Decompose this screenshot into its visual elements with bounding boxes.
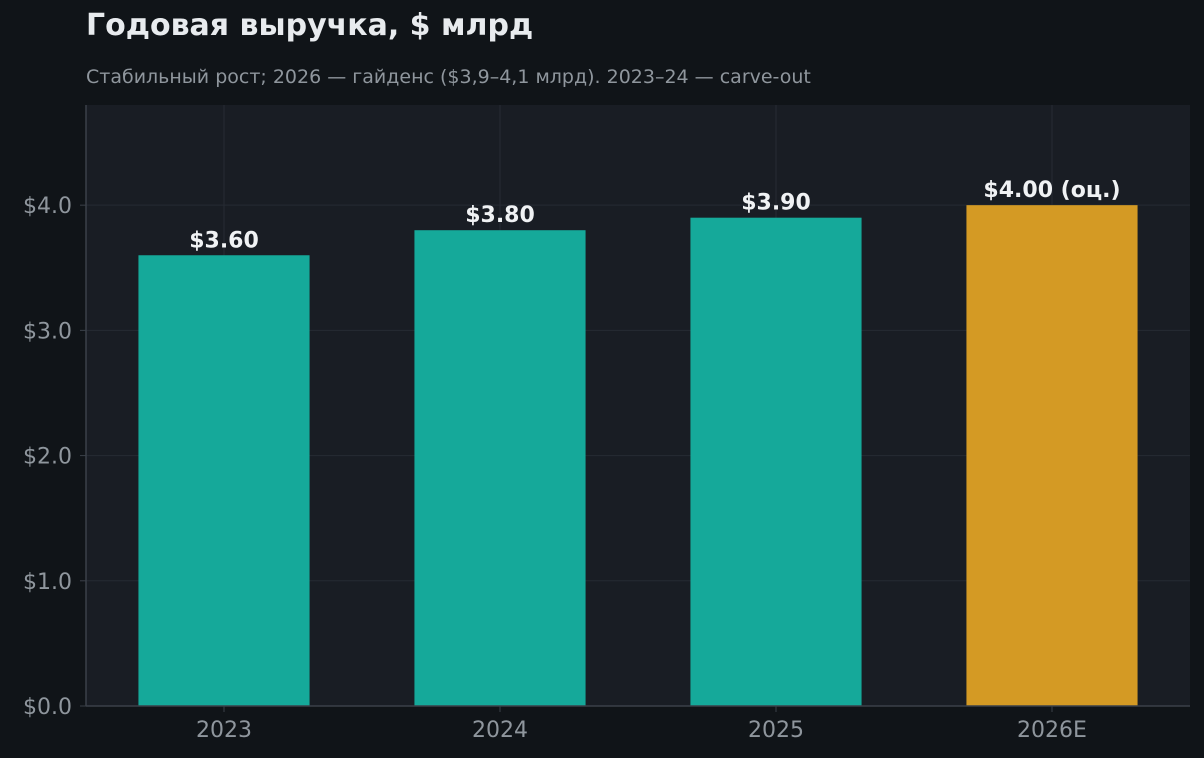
y-tick-label: $4.0: [23, 194, 72, 219]
chart-title: Годовая выручка, $ млрд: [86, 8, 534, 43]
bar: [414, 230, 586, 707]
x-tick-label: 2023: [196, 718, 252, 743]
bar-value-label: $3.60: [189, 228, 259, 253]
x-tick-label: 2024: [472, 718, 528, 743]
chart-subtitle: Стабильный рост; 2026 — гайденс ($3,9–4,…: [86, 66, 811, 88]
bar-value-label: $3.80: [465, 203, 535, 228]
x-tick-label: 2026E: [1017, 718, 1087, 743]
bar-value-label: $3.90: [741, 191, 811, 216]
bar-value-label: $4.00 (оц.): [983, 178, 1120, 203]
x-tick-label: 2025: [748, 718, 804, 743]
bar: [138, 255, 310, 706]
y-tick-label: $3.0: [23, 319, 72, 344]
bar: [690, 217, 862, 706]
y-tick-label: $2.0: [23, 445, 72, 470]
y-tick-label: $0.0: [23, 695, 72, 720]
bar: [966, 205, 1138, 706]
y-tick-label: $1.0: [23, 570, 72, 595]
